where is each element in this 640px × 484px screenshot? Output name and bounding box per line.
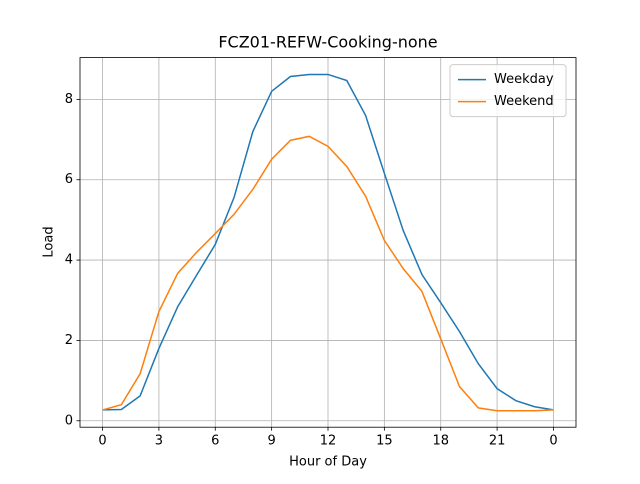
y-axis-label: Load — [42, 226, 57, 257]
legend-label: Weekend — [494, 94, 554, 109]
x-tick-label: 0 — [98, 434, 106, 449]
series-line — [102, 135, 554, 412]
x-tick-label: 9 — [267, 434, 275, 449]
x-tick-label: 12 — [320, 434, 337, 449]
y-tick-label: 2 — [65, 333, 73, 348]
chart-title: FCZ01-REFW-Cooking-none — [218, 33, 437, 52]
series-line — [102, 73, 554, 411]
y-tick-label: 8 — [65, 92, 73, 107]
legend-box — [449, 64, 567, 118]
plot-lines — [102, 73, 554, 412]
x-tick-label: 18 — [432, 434, 449, 449]
x-tick-label: 15 — [376, 434, 393, 449]
x-tick-label: 0 — [549, 434, 557, 449]
legend: Weekday Weekend — [449, 64, 567, 118]
x-axis-label: Hour of Day — [289, 455, 367, 470]
y-tick-label: 6 — [65, 172, 73, 187]
y-tick-label: 0 — [65, 413, 73, 428]
legend-label: Weekday — [494, 72, 554, 87]
ticks: 0 3 6 9 12 15 18 21 0 0 2 4 6 8 — [65, 92, 558, 449]
x-tick-label: 21 — [489, 434, 506, 449]
x-tick-label: 3 — [155, 434, 163, 449]
y-tick-label: 4 — [65, 253, 73, 268]
x-tick-label: 6 — [211, 434, 219, 449]
